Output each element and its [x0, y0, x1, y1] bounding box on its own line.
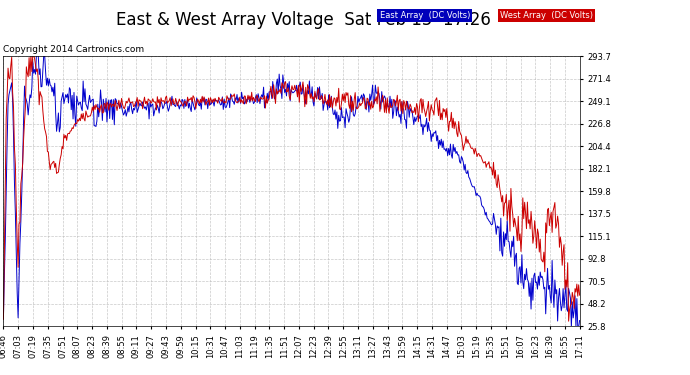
Text: West Array  (DC Volts): West Array (DC Volts): [500, 11, 593, 20]
Text: Copyright 2014 Cartronics.com: Copyright 2014 Cartronics.com: [3, 45, 145, 54]
Text: East & West Array Voltage  Sat Feb 15  17:26: East & West Array Voltage Sat Feb 15 17:…: [116, 11, 491, 29]
Text: East Array  (DC Volts): East Array (DC Volts): [380, 11, 470, 20]
